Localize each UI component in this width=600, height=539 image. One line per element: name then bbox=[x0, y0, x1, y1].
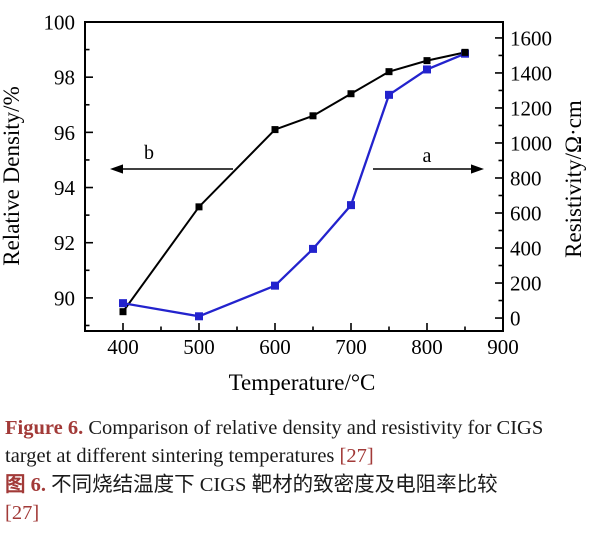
caption-zh-text: 不同烧结温度下 CIGS 靶材的致密度及电阻率比较 bbox=[51, 473, 498, 496]
density-line bbox=[122, 51, 466, 313]
caption-en-ref-link[interactable]: [27] bbox=[339, 445, 374, 468]
caption-zh-label: 图 6. bbox=[5, 473, 46, 496]
caption-zh-ref-link[interactable]: [27] bbox=[5, 501, 40, 524]
density-marker bbox=[119, 308, 127, 316]
left-tick-label: 92 bbox=[54, 231, 75, 255]
right-tick-label: 600 bbox=[510, 202, 542, 226]
left-tick-label: 94 bbox=[54, 176, 76, 200]
resistivity-marker bbox=[385, 90, 393, 99]
figure-caption: Figure 6. Comparison of relative density… bbox=[0, 404, 600, 527]
plot-frame bbox=[84, 21, 504, 332]
density-marker bbox=[423, 57, 431, 65]
left-tick-label: 100 bbox=[44, 11, 76, 35]
annotation-arrow-head-a bbox=[471, 164, 484, 174]
resistivity-marker bbox=[195, 312, 203, 321]
right-tick-label: 200 bbox=[510, 272, 542, 296]
annotation-arrow-head-b bbox=[110, 164, 123, 174]
left-tick-label: 96 bbox=[54, 121, 75, 145]
right-tick-label: 400 bbox=[510, 237, 542, 261]
x-tick-label: 800 bbox=[411, 335, 443, 359]
annotation-label-b: b bbox=[144, 142, 154, 164]
annotation-label-a: a bbox=[423, 145, 432, 167]
density-resistivity-chart: 400 500 600 700 800 9009092949698100020040060… bbox=[0, 11, 586, 396]
right-axis-title: Resistivity/Ω·cm bbox=[561, 100, 586, 258]
density-marker bbox=[195, 203, 203, 211]
right-tick-label: 800 bbox=[510, 166, 542, 190]
resistivity-marker bbox=[119, 299, 127, 308]
right-tick-label: 1000 bbox=[510, 131, 552, 155]
right-tick-label: 1600 bbox=[510, 26, 552, 50]
resistivity-marker bbox=[271, 281, 279, 290]
x-tick-label: 400 bbox=[107, 335, 139, 359]
caption-zh: 图 6. 不同烧结温度下 CIGS 靶材的致密度及电阻率比较 [27] bbox=[5, 471, 594, 528]
left-tick-label: 90 bbox=[54, 286, 75, 310]
resistivity-marker bbox=[347, 201, 355, 210]
caption-en: Figure 6. Comparison of relative density… bbox=[5, 414, 594, 471]
density-marker bbox=[347, 90, 355, 98]
caption-en-label: Figure 6. bbox=[5, 417, 84, 439]
right-tick-label: 1400 bbox=[510, 61, 552, 85]
resistivity-marker bbox=[309, 244, 317, 253]
right-tick-label: 0 bbox=[510, 307, 521, 331]
density-marker bbox=[271, 126, 279, 134]
x-tick-label: 700 bbox=[335, 335, 367, 359]
caption-en-text: Comparison of relative density and resis… bbox=[5, 417, 544, 468]
density-marker bbox=[309, 112, 317, 120]
x-tick-label: 500 bbox=[183, 335, 215, 359]
x-tick-label: 600 bbox=[259, 335, 291, 359]
x-tick-label: 900 bbox=[487, 335, 519, 359]
right-tick-label: 1200 bbox=[510, 96, 552, 120]
resistivity-marker bbox=[423, 65, 431, 74]
left-tick-label: 98 bbox=[54, 66, 75, 90]
left-axis-title: Relative Density/% bbox=[0, 86, 24, 266]
resistivity-line bbox=[122, 52, 466, 318]
density-marker bbox=[461, 48, 469, 56]
x-axis-title: Temperature/°C bbox=[229, 370, 376, 395]
density-marker bbox=[385, 68, 393, 76]
